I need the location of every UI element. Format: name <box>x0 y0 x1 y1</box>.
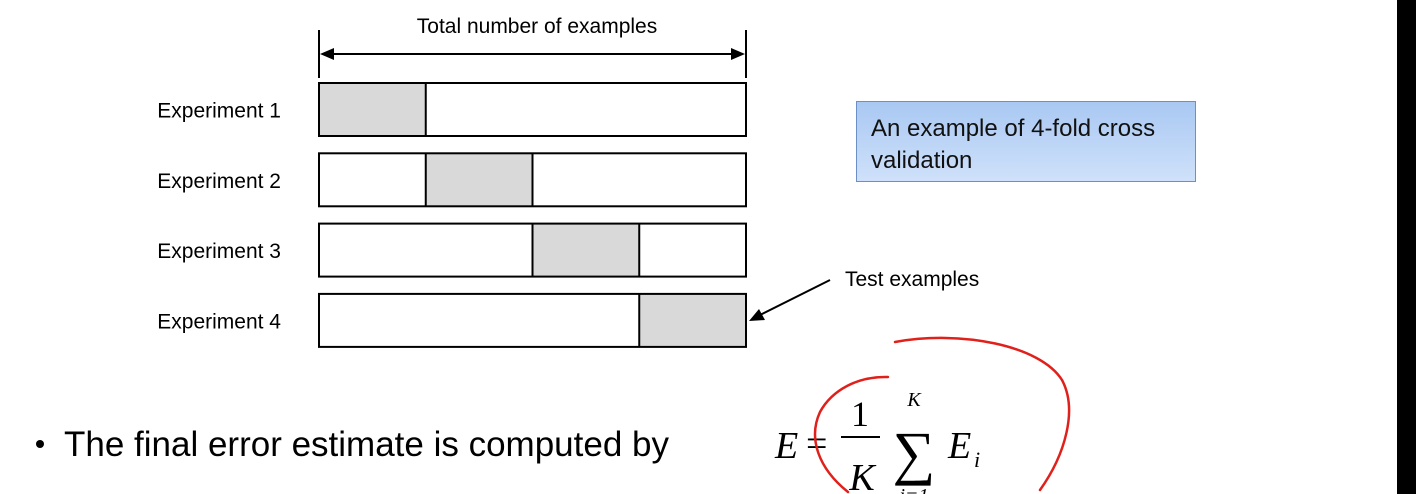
test-pointer-head <box>749 309 765 321</box>
total-arrow-left-head <box>320 48 334 60</box>
formula-denominator: K <box>848 457 876 494</box>
experiment-row: Experiment 3 <box>157 222 747 278</box>
error-formula: E = 1 K K ∑ i=1 E i <box>774 389 980 494</box>
callout-box: An example of 4-fold cross validation <box>856 101 1196 182</box>
formula-sum-lower: i=1 <box>899 485 928 494</box>
experiment-label: Experiment 4 <box>157 310 281 333</box>
total-label: Total number of examples <box>417 15 657 38</box>
dataset-bar <box>318 82 747 137</box>
test-fold <box>319 83 426 136</box>
test-fold <box>639 293 746 347</box>
formula-term: E <box>947 425 971 467</box>
experiment-label: Experiment 3 <box>157 240 281 263</box>
experiment-label: Experiment 2 <box>157 170 281 193</box>
experiment-row: Experiment 4 <box>157 292 747 348</box>
screen-edge-bar <box>1397 0 1416 494</box>
experiment-row: Experiment 1 <box>157 82 747 137</box>
red-annotation-left-arc <box>813 375 890 494</box>
test-pointer-line <box>759 279 831 316</box>
bullet-text: The final error estimate is computed by <box>64 425 669 464</box>
formula-sum: ∑ <box>893 420 936 486</box>
red-annotation-arc <box>893 336 1071 492</box>
test-examples-label: Test examples <box>845 268 979 291</box>
test-fold <box>532 223 640 277</box>
experiment-row: Experiment 2 <box>157 152 747 208</box>
test-fold <box>425 153 533 207</box>
formula-lhs: E <box>774 425 798 467</box>
bullet-dot <box>36 440 44 448</box>
experiment-label: Experiment 1 <box>157 100 281 123</box>
formula-numerator: 1 <box>851 394 869 434</box>
formula-sum-upper: K <box>906 389 922 411</box>
experiment-rows: Experiment 1 Experiment 2 Experiment 3 Expe… <box>157 82 747 348</box>
total-arrow-right-head <box>731 48 745 60</box>
dataset-bar <box>318 292 747 348</box>
formula-term-subscript: i <box>974 447 980 472</box>
